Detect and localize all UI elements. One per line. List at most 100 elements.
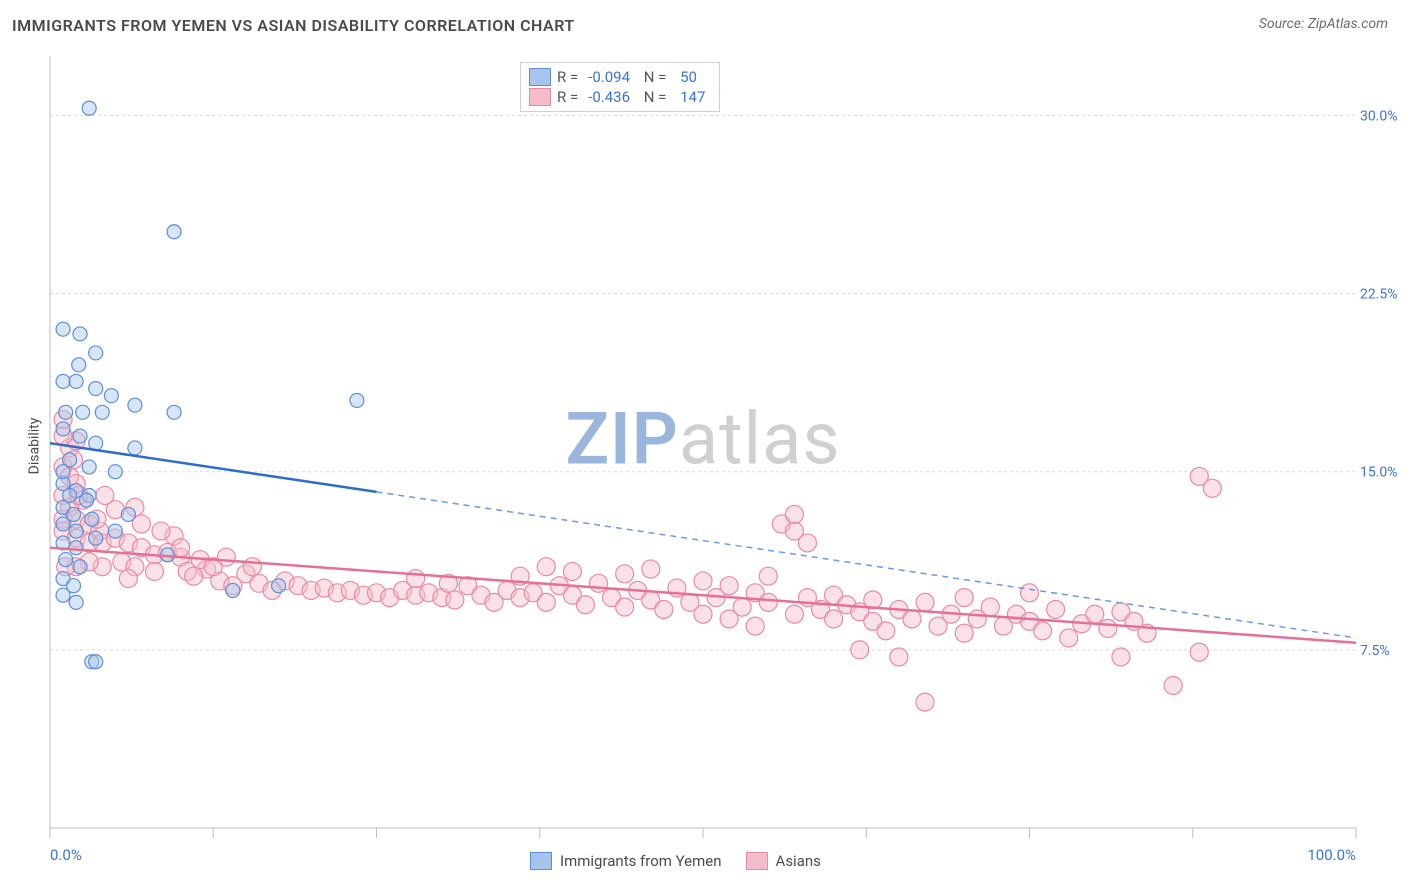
data-point bbox=[59, 405, 73, 419]
data-point bbox=[89, 655, 103, 669]
r-label: R = bbox=[557, 87, 578, 107]
trend-line bbox=[50, 443, 377, 492]
n-value: 50 bbox=[672, 67, 701, 87]
data-point bbox=[759, 567, 777, 585]
data-point bbox=[80, 493, 94, 507]
legend-swatch bbox=[529, 88, 551, 106]
data-point bbox=[185, 567, 203, 585]
data-point bbox=[128, 441, 142, 455]
data-point bbox=[56, 422, 70, 436]
data-point bbox=[76, 405, 90, 419]
data-point bbox=[108, 465, 122, 479]
data-point bbox=[89, 346, 103, 360]
data-point bbox=[1086, 605, 1104, 623]
legend-label: Immigrants from Yemen bbox=[560, 852, 722, 870]
data-point bbox=[1099, 619, 1117, 637]
data-point bbox=[798, 534, 816, 552]
data-point bbox=[407, 570, 425, 588]
data-point bbox=[73, 560, 87, 574]
data-point bbox=[56, 588, 70, 602]
data-point bbox=[69, 374, 83, 388]
data-point bbox=[576, 596, 594, 614]
data-point bbox=[56, 374, 70, 388]
chart-container: IMMIGRANTS FROM YEMEN VS ASIAN DISABILIT… bbox=[0, 0, 1406, 892]
data-point bbox=[746, 617, 764, 635]
r-value: -0.436 bbox=[584, 87, 634, 107]
data-point bbox=[108, 524, 122, 538]
data-point bbox=[128, 398, 142, 412]
data-point bbox=[89, 531, 103, 545]
data-point bbox=[1164, 676, 1182, 694]
data-point bbox=[1034, 622, 1052, 640]
data-point bbox=[1021, 584, 1039, 602]
svg-text:22.5%: 22.5% bbox=[1360, 287, 1398, 303]
r-value: -0.094 bbox=[584, 67, 634, 87]
data-point bbox=[152, 522, 170, 540]
data-point bbox=[733, 598, 751, 616]
data-point bbox=[56, 322, 70, 336]
data-point bbox=[785, 505, 803, 523]
n-label: N = bbox=[640, 67, 666, 87]
data-point bbox=[563, 562, 581, 580]
data-point bbox=[1190, 643, 1208, 661]
data-point bbox=[916, 693, 934, 711]
data-point bbox=[350, 393, 364, 407]
data-point bbox=[85, 512, 99, 526]
data-point bbox=[1112, 648, 1130, 666]
data-point bbox=[916, 593, 934, 611]
data-point bbox=[56, 465, 70, 479]
legend-stats-row: R = -0.436 N = 147 bbox=[529, 87, 709, 107]
data-point bbox=[537, 593, 555, 611]
data-point bbox=[720, 577, 738, 595]
data-point bbox=[877, 622, 895, 640]
data-point bbox=[73, 327, 87, 341]
data-point bbox=[981, 598, 999, 616]
svg-text:0.0%: 0.0% bbox=[50, 846, 82, 864]
trend-line bbox=[50, 548, 1356, 643]
svg-text:100.0%: 100.0% bbox=[1307, 846, 1356, 864]
data-point bbox=[851, 641, 869, 659]
legend-item: Asians bbox=[746, 852, 821, 870]
data-point bbox=[694, 605, 712, 623]
legend-swatch bbox=[529, 68, 551, 86]
scatter-chart: 7.5%15.0%22.5%30.0%0.0%100.0% bbox=[0, 0, 1406, 892]
data-point bbox=[96, 486, 114, 504]
data-point bbox=[590, 574, 608, 592]
data-point bbox=[890, 648, 908, 666]
data-point bbox=[119, 570, 137, 588]
legend-item: Immigrants from Yemen bbox=[530, 852, 722, 870]
legend-swatch bbox=[746, 852, 768, 870]
data-point bbox=[785, 605, 803, 623]
n-value: 147 bbox=[672, 87, 709, 107]
data-point bbox=[226, 583, 240, 597]
data-point bbox=[1047, 600, 1065, 618]
data-point bbox=[69, 595, 83, 609]
n-label: N = bbox=[640, 87, 666, 107]
data-point bbox=[446, 591, 464, 609]
data-point bbox=[217, 548, 235, 566]
data-point bbox=[104, 389, 118, 403]
data-point bbox=[82, 101, 96, 115]
data-point bbox=[243, 558, 261, 576]
legend-label: Asians bbox=[776, 852, 821, 870]
data-point bbox=[655, 600, 673, 618]
data-point bbox=[82, 460, 96, 474]
data-point bbox=[69, 541, 83, 555]
data-point bbox=[616, 598, 634, 616]
svg-text:7.5%: 7.5% bbox=[1360, 643, 1390, 659]
data-point bbox=[145, 562, 163, 580]
data-point bbox=[121, 507, 135, 521]
data-point bbox=[955, 624, 973, 642]
data-point bbox=[167, 405, 181, 419]
correlation-legend: R = -0.094 N = 50 R = -0.436 N = 147 bbox=[520, 62, 720, 112]
data-point bbox=[955, 589, 973, 607]
r-label: R = bbox=[557, 67, 578, 87]
data-point bbox=[89, 382, 103, 396]
svg-text:15.0%: 15.0% bbox=[1360, 465, 1398, 481]
data-point bbox=[73, 429, 87, 443]
data-point bbox=[56, 517, 70, 531]
data-point bbox=[694, 572, 712, 590]
data-point bbox=[1060, 629, 1078, 647]
data-point bbox=[759, 593, 777, 611]
data-point bbox=[825, 610, 843, 628]
